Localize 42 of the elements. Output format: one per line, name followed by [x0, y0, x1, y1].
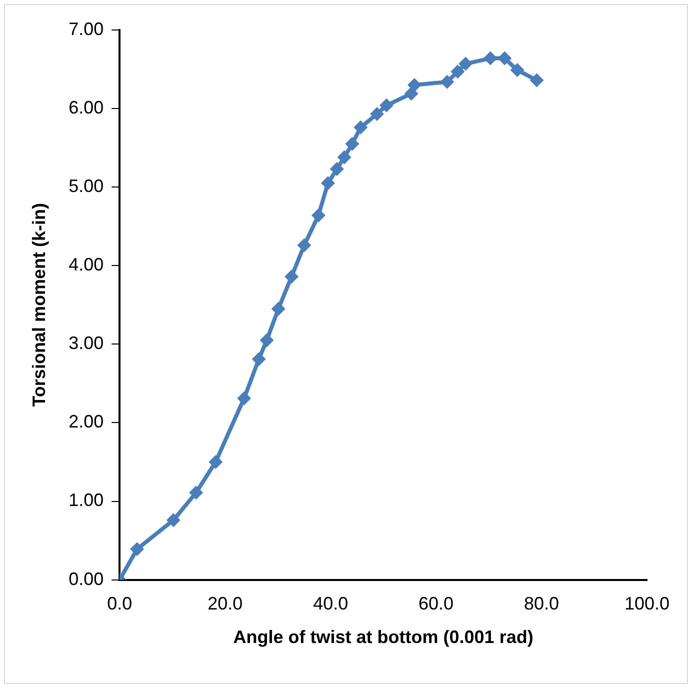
y-tick-label: 4.00	[68, 254, 104, 275]
point	[379, 98, 394, 112]
point	[450, 64, 465, 79]
point	[208, 454, 223, 469]
point	[337, 150, 352, 164]
point	[130, 542, 144, 556]
y-tick-label: 5.00	[68, 176, 104, 196]
x-tick-label: 60.0	[418, 594, 454, 614]
point	[354, 120, 368, 134]
point	[530, 73, 544, 88]
x-tick-label: 40.0	[313, 594, 348, 614]
point	[189, 486, 204, 500]
x-tick-label: 0.0	[107, 594, 132, 614]
x-tick-label: 20.0	[208, 594, 243, 614]
point	[271, 302, 286, 316]
y-tick-label: 1.00	[68, 490, 104, 510]
y-axis-title: Torsional moment (k-in)	[28, 203, 49, 407]
point	[260, 333, 274, 348]
y-tick-label: 6.00	[68, 98, 104, 118]
y-tick-label: 2.00	[68, 412, 104, 432]
point	[370, 107, 384, 122]
point	[483, 51, 498, 66]
point	[237, 391, 252, 406]
x-axis-title: Angle of twist at bottom (0.001 rad)	[233, 627, 534, 648]
point	[252, 352, 266, 366]
point	[407, 78, 422, 92]
point	[440, 74, 454, 89]
point	[297, 238, 312, 252]
x-tick-label: 100.0	[624, 594, 670, 614]
x-tick-label: 80.0	[524, 594, 560, 614]
point	[166, 513, 180, 528]
y-tick-label: 0.00	[68, 568, 104, 589]
point	[330, 162, 344, 176]
point	[345, 136, 360, 151]
y-tick-label: 3.00	[68, 333, 104, 354]
point	[458, 56, 473, 71]
point	[284, 270, 299, 284]
point	[320, 176, 335, 190]
point	[498, 51, 512, 66]
y-tick-label: 7.00	[68, 18, 104, 39]
point	[510, 63, 524, 78]
point	[311, 208, 326, 222]
